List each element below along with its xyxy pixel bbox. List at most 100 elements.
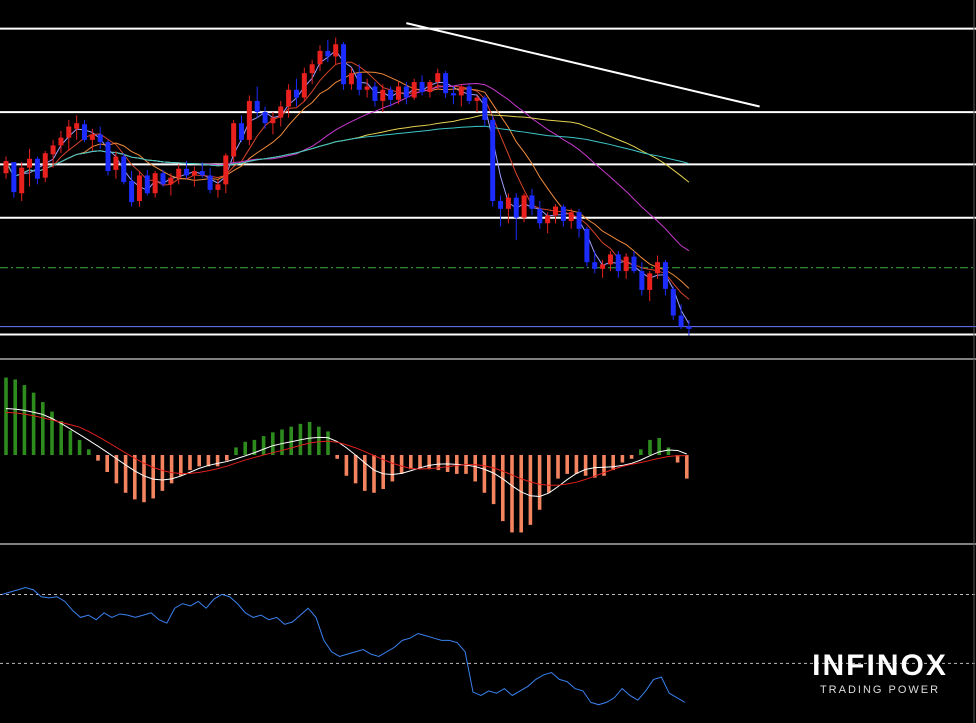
- macd-bar: [215, 455, 220, 467]
- candle: [403, 82, 409, 105]
- candle-body: [631, 256, 637, 272]
- macd-bar: [59, 421, 63, 455]
- macd-bar: [685, 455, 689, 479]
- macd-bar: [409, 455, 413, 470]
- macd-bar: [114, 455, 119, 484]
- candle-body: [396, 86, 401, 100]
- macd-bar: [87, 449, 91, 455]
- macd-bar: [31, 392, 36, 455]
- candle-body: [647, 273, 653, 290]
- candle-body: [670, 288, 676, 316]
- candle: [199, 162, 205, 178]
- candle: [490, 115, 496, 207]
- candle: [301, 67, 307, 101]
- candle-body: [231, 123, 237, 157]
- oscillator-line: [1, 587, 686, 706]
- candle-body: [529, 195, 535, 209]
- candle: [66, 119, 72, 151]
- candle-body: [121, 156, 127, 183]
- candle-body: [246, 100, 252, 140]
- logo-tagline: TRADING POWER: [819, 684, 941, 696]
- candle-body: [270, 117, 276, 124]
- candle: [655, 255, 661, 279]
- candle: [615, 251, 621, 278]
- candle: [623, 253, 629, 279]
- candle: [309, 59, 315, 85]
- candle: [58, 130, 64, 154]
- candle-body: [325, 50, 331, 57]
- candle: [3, 156, 9, 179]
- candle: [600, 259, 606, 278]
- candle: [505, 193, 511, 224]
- macd-bar: [317, 426, 321, 455]
- macd-bar: [197, 455, 201, 467]
- candle-body: [592, 262, 598, 269]
- candle: [239, 115, 244, 143]
- candle-body: [450, 93, 456, 96]
- candle: [160, 169, 166, 187]
- candle-body: [215, 184, 221, 190]
- candle: [576, 208, 582, 238]
- candle: [293, 78, 299, 107]
- macd-bar: [142, 455, 146, 503]
- candle-body: [3, 160, 9, 174]
- macd-bar: [252, 439, 257, 455]
- candle: [262, 106, 268, 129]
- candle: [113, 150, 119, 179]
- candle-body: [34, 158, 40, 179]
- candle-body: [341, 44, 347, 85]
- candle: [388, 86, 394, 107]
- macd-bar: [547, 455, 551, 493]
- candle-body: [466, 86, 472, 101]
- candle: [537, 201, 543, 229]
- candle-body: [403, 86, 409, 98]
- candle-body: [254, 100, 260, 113]
- macd-bar: [344, 455, 349, 476]
- candle: [498, 195, 504, 227]
- candle-body: [443, 73, 449, 94]
- candle-body: [639, 271, 645, 290]
- macd-bar: [13, 379, 17, 455]
- candle: [419, 75, 425, 96]
- moving-average-0: [5, 49, 690, 324]
- candle: [286, 84, 292, 118]
- macd-bar: [169, 455, 174, 484]
- candle-body: [105, 142, 111, 171]
- candle: [466, 84, 472, 105]
- candle-body: [317, 50, 323, 65]
- candle-body: [144, 175, 150, 194]
- candle: [50, 139, 56, 168]
- candle: [513, 193, 519, 240]
- candle: [529, 188, 535, 216]
- macd-bar: [4, 377, 8, 455]
- candle: [560, 204, 566, 227]
- candle-body: [474, 97, 480, 101]
- candle: [152, 170, 158, 198]
- macd-bar: [510, 455, 514, 533]
- candle-body: [662, 262, 668, 289]
- candle: [435, 68, 441, 90]
- candle-body: [388, 89, 394, 100]
- macd-bar: [381, 455, 385, 489]
- candle-body: [176, 168, 182, 178]
- candle-body: [89, 134, 95, 140]
- candle: [458, 84, 464, 107]
- moving-average-5: [5, 125, 690, 178]
- candle: [553, 204, 558, 224]
- macd-bar: [675, 455, 680, 463]
- macd-bar: [593, 455, 597, 478]
- macd-bar: [22, 385, 27, 455]
- macd-bar: [399, 455, 404, 474]
- macd-bar: [482, 455, 487, 493]
- candle: [207, 167, 213, 194]
- candle: [348, 67, 354, 90]
- candle-body: [286, 89, 292, 107]
- candle-body: [521, 195, 527, 218]
- candle: [223, 153, 229, 194]
- candle-body: [333, 44, 339, 57]
- candle-body: [239, 123, 244, 140]
- candle: [11, 162, 17, 198]
- candle-body: [66, 126, 72, 138]
- macd-bar: [68, 430, 73, 455]
